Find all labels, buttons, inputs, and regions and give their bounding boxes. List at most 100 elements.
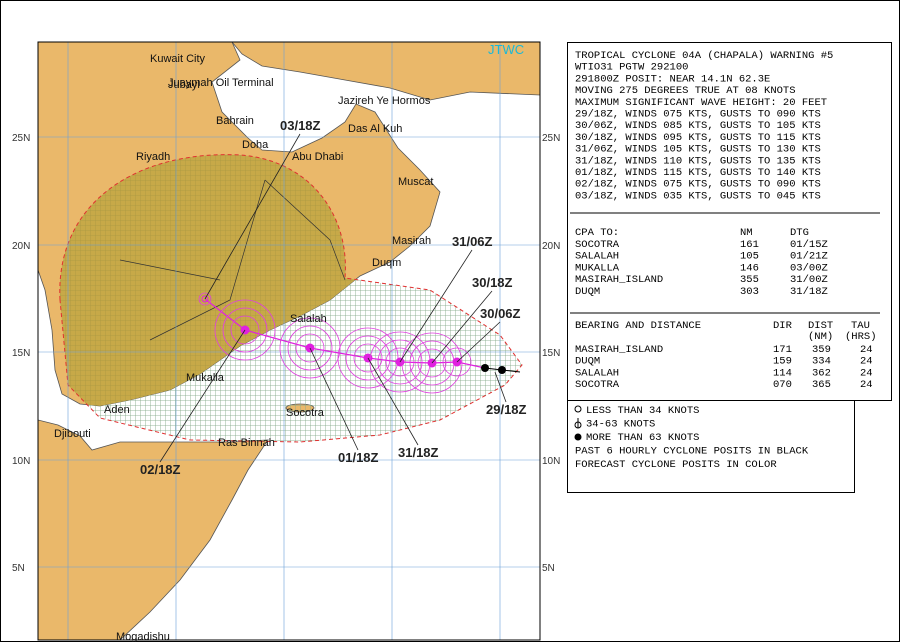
place-label: Abu Dhabi [292,151,343,163]
lat-label: 15N [542,348,560,359]
bearing-header: DIR [773,320,793,332]
legend-symbol [574,405,582,413]
lat-label: 10N [12,456,30,467]
place-label: Ras Binnah [218,437,275,449]
place-label: Mogadishu [116,631,170,642]
wind-radius [222,307,268,353]
track-label: 30/18Z [472,275,513,290]
place-label: Djibouti [54,428,91,440]
wind-radius [442,347,472,377]
cpa-cell: 146 [740,262,759,274]
iran [231,42,540,101]
place-label: Salalah [290,313,327,325]
leader-line [456,321,501,363]
warning-line: 03/18Z, WINDS 035 KTS, GUSTS TO 045 KTS [575,190,821,202]
lat-label: 15N [12,348,30,359]
bearing-cell: MASIRAH_ISLAND [575,344,663,356]
wind-radius [214,299,276,361]
place-label: Juaymah Oil Terminal [168,77,274,89]
bearing-cell: SALALAH [575,367,619,379]
bearing-cell: DUQM [575,356,600,368]
warning-line: 31/18Z, WINDS 110 KTS, GUSTS TO 135 KTS [575,155,821,167]
leader-line [367,357,419,446]
grid [38,42,540,640]
bearing-cell: 24 [860,356,873,368]
past-track [484,367,521,373]
cpa-cell: 161 [740,239,759,251]
wind-radius [295,333,325,363]
track-label: 03/18Z [280,118,321,133]
cpa-header: NM [740,227,753,239]
cpa-cell: 355 [740,274,759,286]
track-label: 30/06Z [480,306,521,321]
lat-label: 25N [12,133,30,144]
track [198,292,521,394]
warning-line: 291800Z POSIT: NEAR 14.1N 62.3E [575,73,770,85]
bearing-header: (NM) [808,331,833,343]
lat-label: 20N [542,241,560,252]
cpa-cell: MASIRAH_ISLAND [575,274,663,286]
danger-outline [59,154,523,443]
wind-radius [401,332,463,394]
map-border [37,41,541,641]
warning-line: MAXIMUM SIGNIFICANT WAVE HEIGHT: 20 FEET [575,97,827,109]
place-label: Muscat [398,176,433,188]
warning-text: TROPICAL CYCLONE 04A (CHAPALA) WARNING #… [574,50,877,471]
bearing-header: TAU [851,320,870,332]
bearing-cell: 24 [860,344,873,356]
warning-line: MOVING 275 DEGREES TRUE AT 08 KNOTS [575,85,796,97]
place-label: Aden [104,404,130,416]
bearing-cell: 114 [773,367,792,379]
bearing-cell: 359 [812,344,831,356]
legend-entry: 34-63 KNOTS [586,419,655,431]
bearing-header: BEARING AND DISTANCE [575,320,701,332]
leader-line [431,290,493,364]
track-label: 02/18Z [140,462,181,477]
forecast-posit [201,295,209,303]
warning-line: 02/18Z, WINDS 075 KTS, GUSTS TO 090 KTS [575,179,821,191]
legend-symbol [574,418,582,429]
cpa-cell: 303 [740,286,759,298]
bearing-cell: 070 [773,379,792,391]
cpa-cell: 31/18Z [790,286,828,298]
wind-radius [377,339,423,385]
leader-line [204,133,301,300]
lat-label: 5N [542,563,555,574]
cpa-cell: DUQM [575,286,600,298]
lat-label: 10N [542,456,560,467]
leader-line [399,249,473,363]
bearing-cell: 24 [860,379,873,391]
place-label: Jazireh Ye Hormos [338,95,431,107]
leader-line [309,347,359,451]
warning-line: 30/06Z, WINDS 085 KTS, GUSTS TO 105 KTS [575,120,821,132]
place-label: Mukalla [186,372,225,384]
cpa-header: DTG [790,227,809,239]
bearing-cell: 365 [812,379,831,391]
track-label: 31/18Z [398,445,439,460]
cpa-header: CPA TO: [575,227,619,239]
wind-radius [353,343,383,373]
bearing-header: DIST [808,320,833,332]
place-label: Masirah [392,235,431,247]
warning-line: 01/18Z, WINDS 115 KTS, GUSTS TO 140 KTS [575,167,821,179]
place-label: Bahrain [216,115,254,127]
place-label: Socotra [286,407,325,419]
place-label: Kuwait City [150,53,206,65]
track-label: 29/18Z [486,402,527,417]
wind-radius [385,347,415,377]
cpa-cell: 03/00Z [790,262,828,274]
leader-line [159,329,246,463]
agency-label: JTWC [488,42,524,57]
cpa-cell: MUKALLA [575,262,620,274]
cpa-cell: SALALAH [575,251,619,263]
wind-radius [198,292,212,306]
wind-radius [230,315,260,345]
legend-entry: PAST 6 HOURLY CYCLONE POSITS IN BLACK [575,446,809,458]
legend-box [567,400,855,493]
warning-line: WTIO31 PGTW 292100 [575,62,688,74]
warning-line: 31/06Z, WINDS 105 KTS, GUSTS TO 130 KTS [575,144,821,156]
cpa-cell: 31/00Z [790,274,828,286]
cpa-cell: 105 [740,251,759,263]
cpa-cell: 01/15Z [790,239,828,251]
